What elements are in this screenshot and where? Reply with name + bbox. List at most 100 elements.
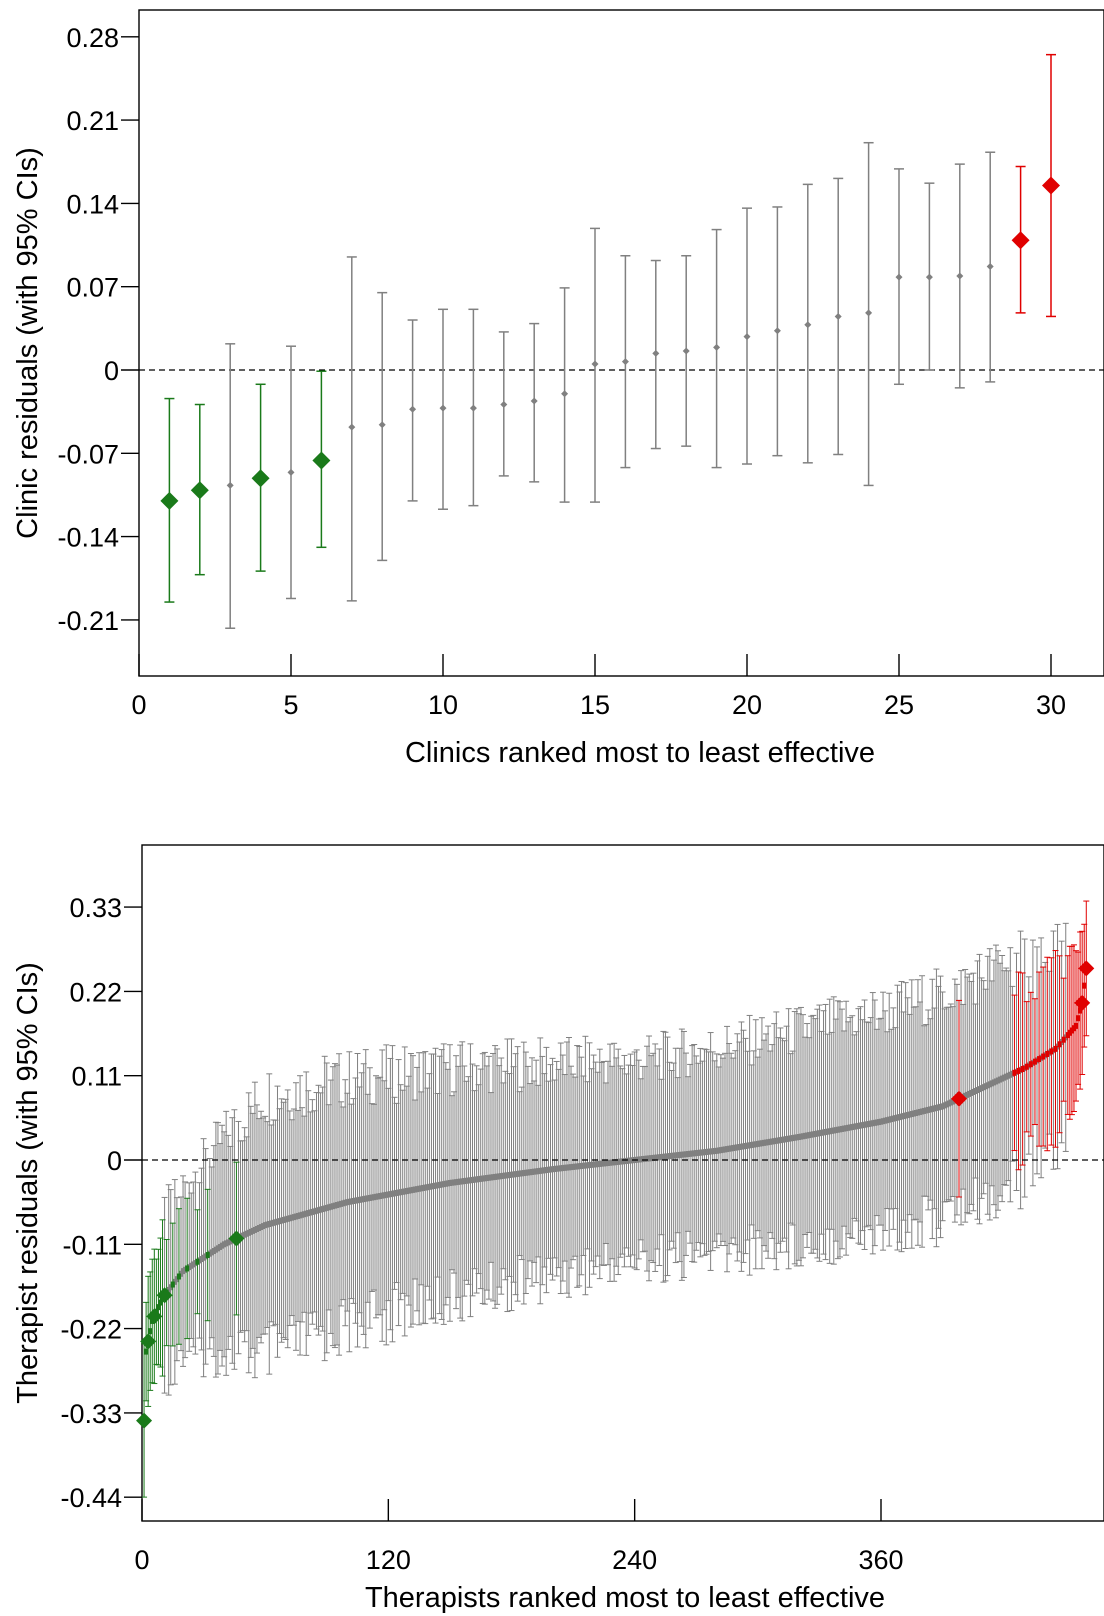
therapist-point-marker: [778, 1137, 783, 1144]
therapist-point-marker: [842, 1125, 847, 1132]
therapist-point-marker: [718, 1147, 723, 1154]
clinic-point-marker: [561, 390, 569, 398]
therapist-point-marker: [825, 1128, 830, 1135]
therapist-point-marker: [291, 1214, 296, 1221]
therapist-point-274: [701, 1048, 708, 1256]
therapist-point-marker: [605, 1159, 610, 1166]
therapist-point-387: [933, 968, 940, 1248]
therapist-point-390: [939, 991, 946, 1222]
therapist-point-125: [395, 1059, 402, 1327]
therapist-point-238: [627, 1053, 634, 1268]
therapist-point-marker: [228, 1238, 233, 1245]
therapist-point-marker: [575, 1163, 580, 1170]
therapist-point-410: [980, 980, 987, 1195]
therapist-point-marker: [300, 1211, 305, 1218]
therapist-point-marker: [517, 1170, 522, 1177]
therapist-point-marker: [1074, 1022, 1079, 1029]
therapist-point-marker: [913, 1109, 918, 1116]
therapist-point-marker: [495, 1173, 500, 1180]
therapist-point-marker: [244, 1230, 249, 1237]
therapist-highlight-marker: [156, 1287, 173, 1304]
therapist-point-105: [354, 1053, 361, 1348]
therapist-point-marker: [1026, 1062, 1031, 1069]
clinic-y-axis-label: Clinic residuals (with 95% CIs): [12, 147, 44, 539]
therapist-point-marker: [811, 1131, 816, 1138]
therapist-point-marker: [437, 1181, 442, 1188]
therapist-point-26: [192, 1171, 199, 1355]
therapist-point-441: [1044, 956, 1051, 1152]
therapist-point-marker: [1063, 1034, 1068, 1041]
therapist-point-marker: [1057, 1041, 1062, 1048]
clinic-point-27: [954, 163, 965, 389]
therapist-point-marker: [505, 1172, 510, 1179]
therapist-point-marker: [310, 1208, 315, 1215]
therapist-point-marker: [895, 1114, 900, 1121]
therapist-point-marker: [302, 1211, 307, 1218]
therapist-point-272: [697, 1047, 704, 1258]
therapist-point-marker: [768, 1138, 773, 1145]
clinic-x-axis-label: Clinics ranked most to least effective: [405, 737, 875, 769]
therapist-point-marker: [293, 1213, 298, 1220]
therapist-point-marker: [583, 1162, 588, 1169]
therapist-point-marker: [936, 1104, 941, 1111]
therapist-point-marker: [277, 1218, 282, 1225]
therapist-point-448: [1058, 940, 1065, 1144]
therapist-point-16: [171, 1179, 178, 1385]
therapist-point-marker: [242, 1231, 247, 1238]
therapist-point-17: [173, 1197, 180, 1362]
therapist-y-tick-label: -0.11: [62, 1230, 122, 1260]
therapist-point-marker: [876, 1119, 881, 1126]
clinic-point-marker: [743, 333, 751, 341]
therapist-point-131: [407, 1053, 414, 1328]
therapist-point-marker: [544, 1167, 549, 1174]
therapist-point-39: [219, 1124, 226, 1367]
therapist-y-tick-label: -0.44: [60, 1483, 122, 1513]
therapist-point-195: [539, 1055, 546, 1286]
therapist-point-marker: [731, 1145, 736, 1152]
therapist-point-marker: [388, 1191, 393, 1198]
therapist-point-marker: [181, 1268, 186, 1275]
therapist-point-marker: [1078, 1007, 1083, 1014]
therapist-point-marker: [661, 1153, 666, 1160]
therapist-point-marker: [823, 1129, 828, 1136]
therapist-point-315: [785, 1008, 792, 1270]
therapist-point-marker: [201, 1254, 206, 1261]
therapist-point-77: [297, 1075, 304, 1356]
clinic-point-marker: [500, 401, 508, 409]
therapist-point-marker: [798, 1133, 803, 1140]
therapist-point-marker: [400, 1188, 405, 1195]
therapist-point-marker: [603, 1160, 608, 1167]
therapist-point-172: [492, 1045, 499, 1309]
therapist-point-marker: [792, 1134, 797, 1141]
therapist-point-20: [180, 1175, 187, 1367]
clinic-point-3: [225, 343, 236, 629]
therapist-point-marker: [382, 1192, 387, 1199]
therapist-point-96: [336, 1053, 343, 1356]
therapist-point-214: [578, 1056, 585, 1276]
clinic-point-marker: [348, 423, 356, 431]
therapist-point-marker: [725, 1146, 730, 1153]
therapist-point-marker: [328, 1203, 333, 1210]
therapist-point-208: [565, 1037, 572, 1298]
therapist-point-marker: [306, 1210, 311, 1217]
therapist-point-335: [826, 998, 833, 1264]
therapist-point-marker: [211, 1248, 216, 1255]
therapist-point-marker: [1004, 1073, 1009, 1080]
therapist-point-14: [167, 1189, 174, 1386]
therapist-point-436: [1034, 946, 1041, 1175]
therapist-point-marker: [367, 1194, 372, 1201]
therapist-point-marker: [538, 1167, 543, 1174]
therapist-point-marker: [550, 1166, 555, 1173]
therapist-point-marker: [696, 1149, 701, 1156]
therapist-point-287: [728, 1052, 735, 1245]
therapist-point-marker: [774, 1137, 779, 1144]
therapist-point-marker: [187, 1264, 192, 1271]
therapist-point-marker: [601, 1160, 606, 1167]
therapist-point-marker: [246, 1229, 251, 1236]
therapist-point-312: [779, 1037, 786, 1242]
therapist-point-marker: [751, 1141, 756, 1148]
therapist-point-66: [274, 1085, 281, 1358]
clinic-point-marker: [956, 272, 964, 280]
therapist-point-marker: [692, 1150, 697, 1157]
clinic-point-22: [802, 183, 813, 464]
